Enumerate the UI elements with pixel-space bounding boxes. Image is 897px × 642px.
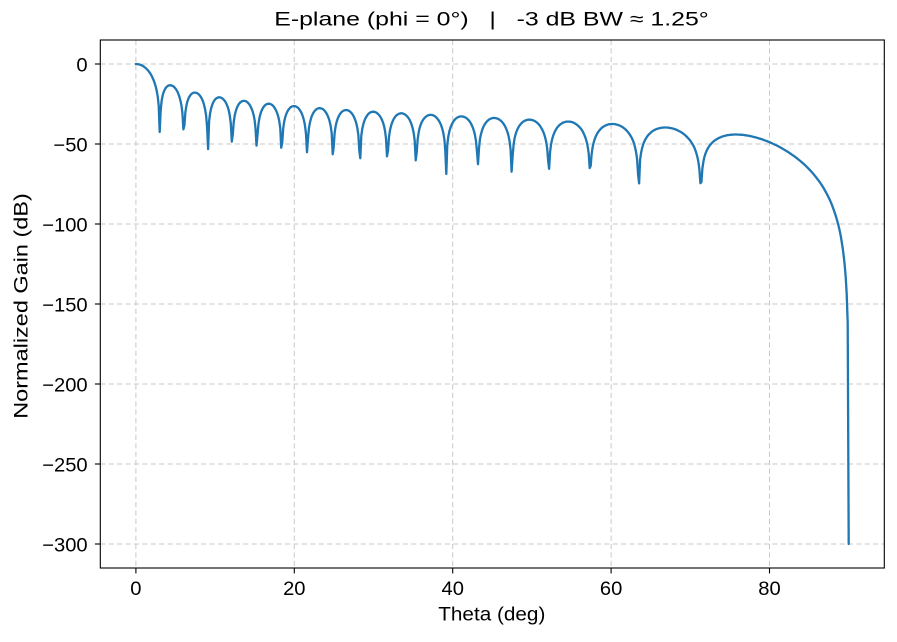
svg-text:Theta (deg): Theta (deg) (438, 604, 545, 625)
svg-text:Normalized Gain (dB): Normalized Gain (dB) (11, 193, 33, 419)
svg-text:0: 0 (130, 578, 141, 600)
svg-text:40: 40 (441, 578, 463, 600)
svg-text:0: 0 (76, 55, 87, 77)
svg-text:−50: −50 (53, 135, 87, 157)
svg-text:60: 60 (600, 578, 622, 600)
svg-text:80: 80 (758, 578, 780, 600)
svg-text:−300: −300 (42, 535, 87, 557)
svg-text:−200: −200 (42, 375, 87, 397)
svg-text:20: 20 (283, 578, 305, 600)
svg-text:−150: −150 (42, 295, 87, 317)
svg-text:−250: −250 (42, 455, 87, 477)
svg-text:−100: −100 (42, 215, 87, 237)
svg-text:E-plane (phi = 0°) | -3 dB: E-plane (phi = 0°) | -3 dB BW ≈ 1.25° (274, 8, 709, 30)
